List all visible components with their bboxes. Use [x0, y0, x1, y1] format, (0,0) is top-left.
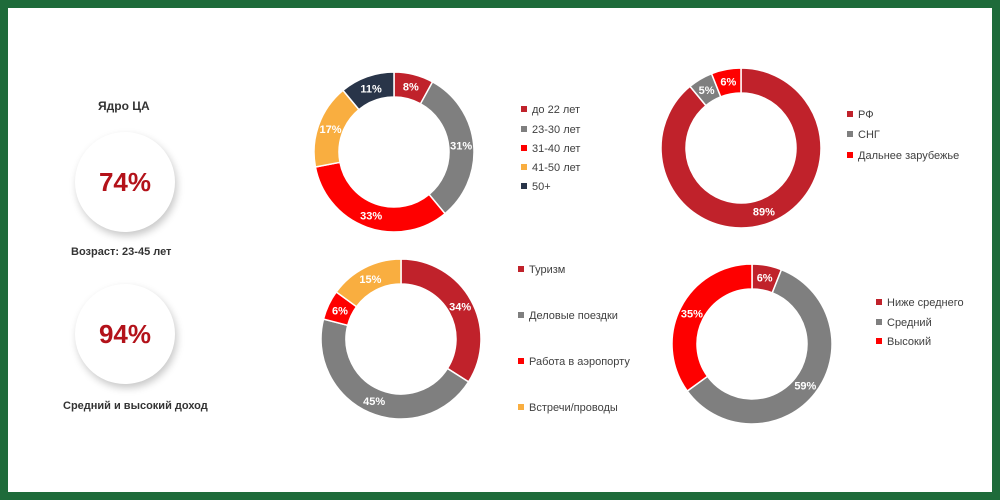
- core-audience-title: Ядро ЦА: [98, 99, 150, 113]
- income-slice-3: [671, 263, 753, 393]
- income-slice-label-2: 59%: [794, 380, 816, 392]
- purpose-legend-swatch-4: [518, 404, 524, 410]
- origin-slice-label-2: 5%: [699, 85, 715, 97]
- age-share-kpi: 74%: [75, 132, 175, 232]
- age-donut-chart: 8% 31% 33% 17% 11% до 22 лет 23-30 лет 31-40 ле…: [313, 71, 580, 233]
- purpose-legend-item-2: Деловые поездки: [529, 310, 618, 322]
- age-slice-5: [341, 71, 395, 111]
- age-legend-swatch-4: [521, 164, 527, 170]
- origin-slice-label-1: 89%: [753, 207, 775, 219]
- age-legend-swatch-1: [521, 106, 527, 112]
- income-legend-swatch-3: [876, 338, 882, 344]
- income-legend-item-1: Ниже среднего: [887, 297, 964, 309]
- age-slice-label-3: 33%: [360, 211, 382, 223]
- age-slice-label-5: 11%: [360, 83, 382, 95]
- purpose-legend-swatch-2: [518, 312, 524, 318]
- income-legend-item-3: Высокий: [887, 336, 931, 348]
- origin-legend-swatch-3: [847, 152, 853, 158]
- income-share-kpi: 94%: [75, 284, 175, 384]
- income-slice-2: [686, 268, 833, 425]
- age-legend-swatch-5: [521, 183, 527, 189]
- origin-legend-swatch-1: [847, 111, 853, 117]
- income-legend-item-2: Средний: [887, 317, 932, 329]
- origin-slice-1: [660, 67, 822, 229]
- purpose-slice-label-4: 15%: [359, 274, 381, 286]
- purpose-slice-label-1: 34%: [449, 301, 471, 313]
- age-legend-swatch-3: [521, 145, 527, 151]
- age-legend-item-3: 31-40 лет: [532, 143, 580, 155]
- age-legend-item-5: 50+: [532, 181, 551, 193]
- purpose-legend-swatch-1: [518, 266, 524, 272]
- origin-slice-3: [710, 67, 742, 98]
- purpose-donut-chart: 34% 45% 6% 15% Туризм Деловые поездки Работа в…: [320, 258, 630, 420]
- purpose-legend-swatch-3: [518, 358, 524, 364]
- purpose-legend-item-1: Туризм: [529, 264, 565, 276]
- income-share-caption: Средний и высокий доход: [63, 400, 208, 412]
- purpose-legend-item-4: Встречи/проводы: [529, 402, 618, 414]
- income-donut-chart: 6% 59% 35% Ниже среднего Средний Высокий: [671, 263, 964, 425]
- income-legend-swatch-2: [876, 319, 882, 325]
- origin-donut-chart: 89% 5% 6% РФ СНГ Дальнее зарубежье: [660, 67, 959, 229]
- purpose-slice-1: [400, 258, 482, 383]
- income-legend-swatch-1: [876, 299, 882, 305]
- report-panel: Ядро ЦА 74% Возраст: 23-45 лет 94% Средн…: [8, 8, 992, 492]
- origin-legend-item-3: Дальнее зарубежье: [858, 150, 959, 162]
- purpose-legend-item-3: Работа в аэропорту: [529, 356, 630, 368]
- purpose-slice-4: [335, 258, 402, 308]
- age-legend-item-2: 23-30 лет: [532, 124, 580, 136]
- purpose-slice-label-3: 6%: [332, 305, 348, 317]
- income-slice-label-3: 35%: [681, 308, 703, 320]
- purpose-slice-label-2: 45%: [363, 396, 385, 408]
- age-legend-swatch-2: [521, 126, 527, 132]
- origin-legend-swatch-2: [847, 131, 853, 137]
- income-slice-label-1: 6%: [757, 273, 773, 285]
- age-slice-label-1: 8%: [403, 82, 419, 94]
- age-legend-item-1: до 22 лет: [532, 104, 580, 116]
- age-share-caption: Возраст: 23-45 лет: [71, 246, 172, 258]
- age-slice-label-4: 17%: [319, 124, 341, 136]
- origin-legend-item-1: РФ: [858, 109, 874, 121]
- age-legend-item-4: 41-50 лет: [532, 162, 580, 174]
- purpose-slice-2: [320, 318, 470, 420]
- age-slice-label-2: 31%: [450, 141, 472, 153]
- origin-slice-label-3: 6%: [720, 77, 736, 89]
- origin-legend-item-2: СНГ: [858, 129, 880, 141]
